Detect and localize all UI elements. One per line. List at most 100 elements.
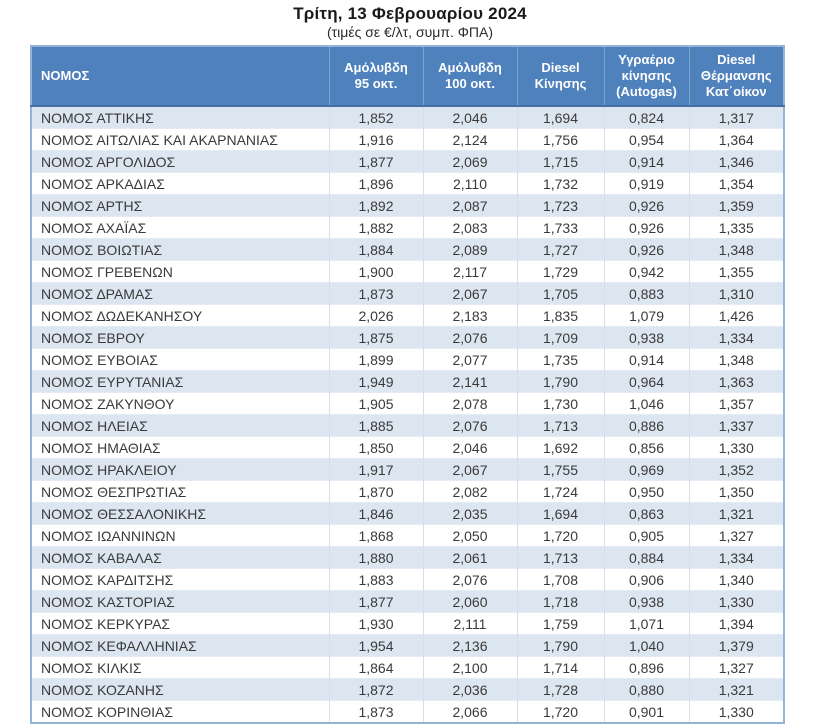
price-cell-unleaded100: 2,050 (422, 524, 517, 547)
price-cell-heating-diesel: 1,363 (688, 370, 784, 393)
price-cell-heating-diesel: 1,350 (688, 480, 784, 503)
price-cell-autogas: 0,856 (603, 436, 689, 459)
price-cell-unleaded100: 2,046 (422, 106, 517, 129)
price-cell-unleaded100: 2,087 (422, 194, 517, 217)
prefecture-name-cell: ΝΟΜΟΣ ΑΡΚΑΔΙΑΣ (31, 172, 329, 195)
price-cell-diesel: 1,709 (516, 326, 604, 349)
price-cell-heating-diesel: 1,337 (688, 414, 784, 437)
price-cell-unleaded100: 2,069 (422, 150, 517, 173)
price-cell-unleaded95: 1,916 (328, 128, 423, 151)
price-cell-unleaded100: 2,035 (422, 502, 517, 525)
price-cell-unleaded100: 2,076 (422, 414, 517, 437)
price-cell-unleaded95: 1,875 (328, 326, 423, 349)
price-cell-autogas: 0,950 (603, 480, 689, 503)
price-cell-diesel: 1,708 (516, 568, 604, 591)
price-cell-unleaded100: 2,061 (422, 546, 517, 569)
price-cell-autogas: 0,906 (603, 568, 689, 591)
table-row: ΝΟΜΟΣ ΑΤΤΙΚΗΣ 1,852 2,046 1,694 0,824 1,317 (31, 106, 784, 129)
price-cell-heating-diesel: 1,354 (688, 172, 784, 195)
price-cell-unleaded95: 1,873 (328, 282, 423, 305)
table-header: ΝΟΜΟΣ Αμόλυβδη 95 οκτ. Αμόλυβδη 100 οκτ. Dies… (31, 46, 784, 107)
price-cell-autogas: 1,079 (603, 304, 689, 327)
price-cell-autogas: 0,883 (603, 282, 689, 305)
price-cell-unleaded95: 1,954 (328, 634, 423, 657)
prefecture-name-cell: ΝΟΜΟΣ ΚΙΛΚΙΣ (31, 656, 329, 679)
price-cell-heating-diesel: 1,330 (688, 590, 784, 613)
prefecture-name-cell: ΝΟΜΟΣ ΚΑΒΑΛΑΣ (31, 546, 329, 569)
price-cell-unleaded95: 1,905 (328, 392, 423, 415)
table-row: ΝΟΜΟΣ ΕΒΡΟΥ 1,875 2,076 1,709 0,938 1,334 (31, 326, 784, 349)
price-cell-unleaded100: 2,046 (422, 436, 517, 459)
price-cell-heating-diesel: 1,321 (688, 678, 784, 701)
fuel-prices-table: ΝΟΜΟΣ Αμόλυβδη 95 οκτ. Αμόλυβδη 100 οκτ. Dies… (30, 45, 785, 724)
price-cell-unleaded95: 1,892 (328, 194, 423, 217)
price-cell-unleaded100: 2,183 (422, 304, 517, 327)
price-cell-diesel: 1,692 (516, 436, 604, 459)
price-cell-unleaded100: 2,124 (422, 128, 517, 151)
price-cell-diesel: 1,759 (516, 612, 604, 635)
price-cell-autogas: 1,040 (603, 634, 689, 657)
prefecture-name-cell: ΝΟΜΟΣ ΓΡΕΒΕΝΩΝ (31, 260, 329, 283)
price-cell-unleaded95: 1,877 (328, 590, 423, 613)
price-cell-unleaded100: 2,082 (422, 480, 517, 503)
price-cell-unleaded95: 1,885 (328, 414, 423, 437)
price-cell-diesel: 1,724 (516, 480, 604, 503)
price-cell-autogas: 0,824 (603, 106, 689, 129)
price-cell-autogas: 1,046 (603, 392, 689, 415)
price-cell-heating-diesel: 1,327 (688, 524, 784, 547)
price-cell-autogas: 0,863 (603, 502, 689, 525)
table-row: ΝΟΜΟΣ ΚΑΒΑΛΑΣ 1,880 2,061 1,713 0,884 1,334 (31, 546, 784, 569)
prefecture-name-cell: ΝΟΜΟΣ ΗΛΕΙΑΣ (31, 414, 329, 437)
price-cell-diesel: 1,694 (516, 502, 604, 525)
price-cell-autogas: 0,926 (603, 238, 689, 261)
price-cell-diesel: 1,720 (516, 524, 604, 547)
price-cell-unleaded100: 2,100 (422, 656, 517, 679)
price-cell-unleaded95: 1,850 (328, 436, 423, 459)
table-row: ΝΟΜΟΣ ΖΑΚΥΝΘΟΥ 1,905 2,078 1,730 1,046 1,357 (31, 392, 784, 415)
price-cell-unleaded95: 1,884 (328, 238, 423, 261)
table-body: ΝΟΜΟΣ ΑΤΤΙΚΗΣ 1,852 2,046 1,694 0,824 1,317 ΝΟ… (31, 106, 784, 723)
prefecture-name-cell: ΝΟΜΟΣ ΕΥΡΥΤΑΝΙΑΣ (31, 370, 329, 393)
table-row: ΝΟΜΟΣ ΚΑΡΔΙΤΣΗΣ 1,883 2,076 1,708 0,906 1,340 (31, 568, 784, 591)
price-cell-unleaded95: 1,949 (328, 370, 423, 393)
price-cell-heating-diesel: 1,357 (688, 392, 784, 415)
price-cell-unleaded95: 1,873 (328, 700, 423, 723)
price-cell-heating-diesel: 1,426 (688, 304, 784, 327)
table-row: ΝΟΜΟΣ ΚΕΦΑΛΛΗΝΙΑΣ 1,954 2,136 1,790 1,040 1,3… (31, 634, 784, 657)
price-cell-diesel: 1,755 (516, 458, 604, 481)
price-cell-unleaded95: 1,896 (328, 172, 423, 195)
price-cell-autogas: 0,914 (603, 150, 689, 173)
price-cell-autogas: 0,901 (603, 700, 689, 723)
table-row: ΝΟΜΟΣ ΑΡΚΑΔΙΑΣ 1,896 2,110 1,732 0,919 1,354 (31, 172, 784, 195)
prefecture-name-cell: ΝΟΜΟΣ ΔΡΑΜΑΣ (31, 282, 329, 305)
table-row: ΝΟΜΟΣ ΘΕΣΠΡΩΤΙΑΣ 1,870 2,082 1,724 0,950 1,35… (31, 480, 784, 503)
price-cell-autogas: 0,886 (603, 414, 689, 437)
price-cell-unleaded100: 2,077 (422, 348, 517, 371)
price-cell-unleaded100: 2,036 (422, 678, 517, 701)
price-cell-autogas: 0,905 (603, 524, 689, 547)
table-row: ΝΟΜΟΣ ΗΛΕΙΑΣ 1,885 2,076 1,713 0,886 1,337 (31, 414, 784, 437)
table-row: ΝΟΜΟΣ ΕΥΒΟΙΑΣ 1,899 2,077 1,735 0,914 1,348 (31, 348, 784, 371)
prefecture-name-cell: ΝΟΜΟΣ ΑΙΤΩΛΙΑΣ ΚΑΙ ΑΚΑΡΝΑΝΙΑΣ (31, 128, 329, 151)
price-cell-diesel: 1,790 (516, 634, 604, 657)
price-cell-unleaded100: 2,066 (422, 700, 517, 723)
price-cell-autogas: 0,954 (603, 128, 689, 151)
price-cell-heating-diesel: 1,348 (688, 348, 784, 371)
price-cell-heating-diesel: 1,330 (688, 700, 784, 723)
page-subtitle: (τιμές σε €/λτ, συμπ. ΦΠΑ) (326, 24, 494, 40)
price-cell-unleaded95: 1,917 (328, 458, 423, 481)
prefecture-name-cell: ΝΟΜΟΣ ΗΡΑΚΛΕΙΟΥ (31, 458, 329, 481)
table-row: ΝΟΜΟΣ ΑΡΤΗΣ 1,892 2,087 1,723 0,926 1,359 (31, 194, 784, 217)
table-row: ΝΟΜΟΣ ΑΧΑΪΑΣ 1,882 2,083 1,733 0,926 1,335 (31, 216, 784, 239)
table-row: ΝΟΜΟΣ ΑΙΤΩΛΙΑΣ ΚΑΙ ΑΚΑΡΝΑΝΙΑΣ 1,916 2,124 1… (31, 128, 784, 151)
price-cell-unleaded100: 2,076 (422, 326, 517, 349)
price-cell-unleaded95: 1,880 (328, 546, 423, 569)
column-header-diesel: Diesel Κίνησης (516, 46, 604, 107)
price-cell-diesel: 1,694 (516, 106, 604, 129)
price-cell-autogas: 0,919 (603, 172, 689, 195)
column-header-unleaded100: Αμόλυβδη 100 οκτ. (422, 46, 517, 107)
price-cell-unleaded100: 2,110 (422, 172, 517, 195)
table-row: ΝΟΜΟΣ ΓΡΕΒΕΝΩΝ 1,900 2,117 1,729 0,942 1,355 (31, 260, 784, 283)
price-cell-autogas: 0,938 (603, 326, 689, 349)
table-row: ΝΟΜΟΣ ΗΡΑΚΛΕΙΟΥ 1,917 2,067 1,755 0,969 1,352 (31, 458, 784, 481)
